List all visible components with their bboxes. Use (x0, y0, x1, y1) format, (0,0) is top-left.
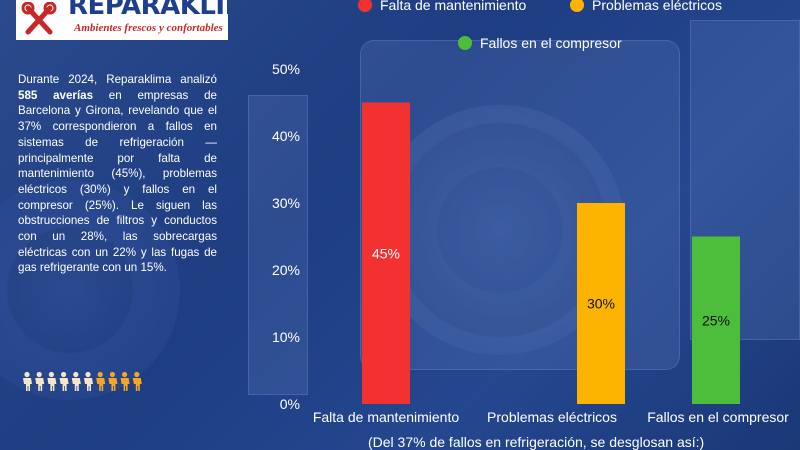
y-tick-label: 0% (280, 396, 300, 412)
ac-unit-graphic (360, 40, 680, 370)
brand-tagline: Ambientes frescos y confortables (74, 22, 223, 34)
brand-name: REPARAKLIMA (68, 0, 228, 15)
chart-caption: (Del 37% de fallos en refrigeración, se … (368, 434, 705, 450)
bar-value-label: 30% (587, 296, 615, 312)
bar (362, 102, 410, 404)
people-icons (23, 371, 142, 391)
person-icon (84, 371, 93, 391)
y-tick-label: 30% (272, 195, 300, 211)
legend-label: Falta de mantenimiento (380, 0, 527, 13)
legend-swatch-red (358, 0, 372, 12)
person-icon (23, 371, 32, 391)
person-icon (96, 371, 106, 391)
ac-unit-graphic (248, 95, 308, 395)
person-icon (132, 371, 142, 391)
legend-item-electrical: Problemas eléctricos (570, 0, 722, 14)
bar (577, 203, 625, 404)
y-tick-label: 40% (272, 128, 300, 144)
person-icon (35, 371, 45, 391)
legend-label: Fallos en el compresor (480, 35, 622, 51)
tools-icon (21, 2, 57, 35)
person-icon (59, 371, 69, 391)
bar-value-label: 25% (702, 312, 730, 328)
ac-unit-graphic (690, 20, 800, 340)
person-icon (120, 371, 130, 391)
description-text: Durante 2024, Reparaklima analizó 585 av… (18, 73, 217, 275)
ac-fan-graphic (0, 180, 180, 400)
bar (692, 236, 740, 404)
person-icon (71, 371, 81, 391)
legend-item-maintenance: Falta de mantenimiento (358, 0, 526, 14)
bar-value-label: 45% (372, 245, 400, 261)
x-tick-label: Problemas eléctricos (487, 409, 617, 425)
legend-swatch-green (458, 36, 472, 50)
legend-swatch-yellow (570, 0, 584, 12)
person-icon (47, 371, 57, 391)
legend-item-compressor: Fallos en el compresor (458, 34, 622, 52)
y-tick-label: 20% (272, 262, 300, 278)
x-tick-label: Falta de mantenimiento (313, 409, 460, 425)
y-tick-label: 10% (272, 329, 300, 345)
y-tick-label: 50% (272, 61, 300, 77)
legend-label: Problemas eléctricos (592, 0, 722, 13)
faults-count: 585 averías (18, 88, 94, 102)
x-tick-label: Fallos en el compresor (647, 409, 789, 425)
person-icon (108, 371, 118, 391)
brand-logo[interactable]: REPARAKLIMA Ambientes frescos y conforta… (16, 0, 228, 40)
